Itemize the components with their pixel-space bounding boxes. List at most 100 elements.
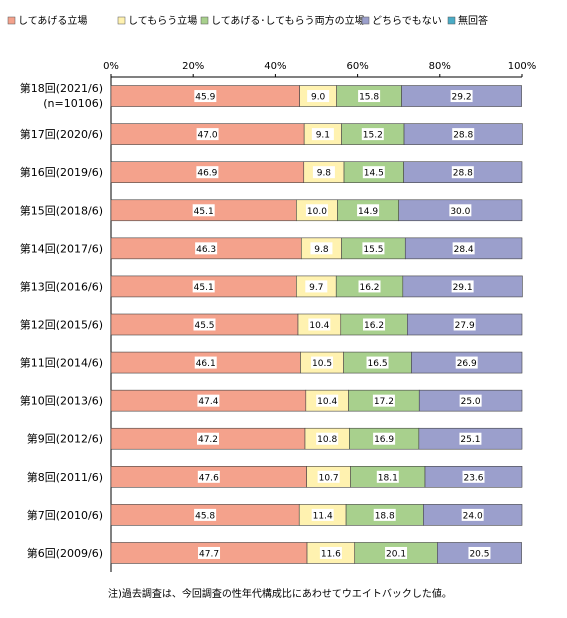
legend-swatch <box>361 16 370 25</box>
data-label-bg <box>357 204 380 217</box>
legend-label: してあげる･してもらう両方の立場 <box>211 14 365 27</box>
legend-label: 無回答 <box>458 14 488 27</box>
x-tick-label: 0% <box>103 61 119 72</box>
data-label: 18.8 <box>375 511 395 521</box>
data-label: 9.1 <box>316 131 330 141</box>
data-label: 15.8 <box>359 93 379 103</box>
data-label-bg <box>451 166 474 179</box>
data-label-bg <box>385 546 408 559</box>
category-label: 第7回(2010/6) <box>27 508 103 522</box>
data-label: 20.1 <box>386 549 406 559</box>
data-label-bg <box>316 394 339 407</box>
data-label-bg <box>373 508 396 521</box>
data-label-bg <box>362 242 385 255</box>
data-label: 45.1 <box>194 283 214 293</box>
data-label: 28.8 <box>453 131 473 141</box>
data-label: 15.5 <box>363 245 383 255</box>
data-label: 45.1 <box>194 207 214 217</box>
data-label-bg <box>194 508 217 521</box>
data-label: 10.4 <box>309 321 329 331</box>
data-label-bg <box>197 394 220 407</box>
legend-label: してもらう立場 <box>128 14 197 27</box>
data-label-bg <box>319 546 342 559</box>
data-label-bg <box>376 470 399 483</box>
data-label-bg <box>361 128 384 141</box>
data-label: 16.2 <box>359 283 379 293</box>
data-label-bg <box>196 128 219 141</box>
data-label: 28.8 <box>453 169 473 179</box>
data-label-bg <box>195 242 218 255</box>
data-label: 10.0 <box>307 207 327 217</box>
data-label-bg <box>196 166 219 179</box>
data-label-bg <box>362 166 385 179</box>
data-label: 16.5 <box>368 359 388 369</box>
category-label: 第18回(2021/6) <box>20 81 103 95</box>
legend: してあげる立場 してもらう立場 してあげる･してもらう両方の立場 どちらでもない 無回答 <box>7 14 488 27</box>
category-label: 第10回(2013/6) <box>20 394 103 408</box>
data-label-bg <box>197 470 220 483</box>
data-label: 46.9 <box>197 169 217 179</box>
data-label-bg <box>459 394 482 407</box>
data-label-bg <box>194 356 217 369</box>
data-label: 14.5 <box>364 169 384 179</box>
data-label-bg <box>455 356 478 369</box>
data-label-bg <box>358 280 381 293</box>
data-label: 15.2 <box>363 131 383 141</box>
data-label: 9.8 <box>317 169 332 179</box>
data-label-bg <box>196 432 219 445</box>
data-label-bg <box>363 318 386 331</box>
data-label: 46.3 <box>196 245 216 255</box>
data-label: 47.2 <box>198 435 218 445</box>
category-label: (n=10106) <box>43 97 103 110</box>
data-label-bg <box>305 204 328 217</box>
data-label: 46.1 <box>196 359 216 369</box>
data-label-bg <box>317 470 340 483</box>
category-label: 第12回(2015/6) <box>20 318 103 332</box>
data-label: 10.5 <box>312 359 332 369</box>
legend-swatch <box>117 16 126 25</box>
data-label-bg <box>194 90 217 103</box>
data-label: 10.4 <box>317 397 337 407</box>
data-label: 10.8 <box>317 435 337 445</box>
data-label: 16.2 <box>364 321 384 331</box>
data-label: 16.9 <box>374 435 394 445</box>
data-label: 45.8 <box>195 511 215 521</box>
data-label-bg <box>451 280 474 293</box>
legend-swatch <box>447 16 456 25</box>
data-label-bg <box>307 90 330 103</box>
category-label: 第9回(2012/6) <box>27 432 103 446</box>
x-tick-label: 20% <box>182 61 204 72</box>
data-label: 45.9 <box>195 93 215 103</box>
legend-label: どちらでもない <box>372 15 442 27</box>
data-label-bg <box>192 280 215 293</box>
data-label-bg <box>312 166 335 179</box>
y-axis-labels: 第18回(2021/6) (n=10106) 第17回(2020/6) 第16回(20… <box>20 81 103 560</box>
data-label-bg <box>450 90 473 103</box>
data-label-bg <box>459 432 482 445</box>
data-label: 30.0 <box>450 207 470 217</box>
data-label: 18.1 <box>378 473 398 483</box>
x-tick-label: 40% <box>264 61 286 72</box>
data-label: 25.0 <box>461 397 481 407</box>
data-label: 47.0 <box>198 131 218 141</box>
category-label: 第17回(2020/6) <box>20 127 103 141</box>
data-label: 9.8 <box>314 245 329 255</box>
category-label: 第11回(2014/6) <box>20 356 103 370</box>
data-label: 29.1 <box>453 283 473 293</box>
data-label: 11.6 <box>321 549 341 559</box>
data-label-bg <box>193 318 216 331</box>
data-label: 9.0 <box>311 93 326 103</box>
legend-swatch <box>200 16 209 25</box>
data-label: 14.9 <box>358 207 378 217</box>
data-label: 20.5 <box>469 549 489 559</box>
data-label: 17.2 <box>374 397 394 407</box>
data-label: 11.4 <box>313 511 333 521</box>
data-label-bg <box>452 128 475 141</box>
data-label: 9.7 <box>309 283 323 293</box>
category-label: 第6回(2009/6) <box>27 546 103 560</box>
data-label-bg <box>358 90 381 103</box>
data-label: 24.0 <box>463 511 483 521</box>
data-label-bg <box>305 280 328 293</box>
data-label-bg <box>373 432 396 445</box>
